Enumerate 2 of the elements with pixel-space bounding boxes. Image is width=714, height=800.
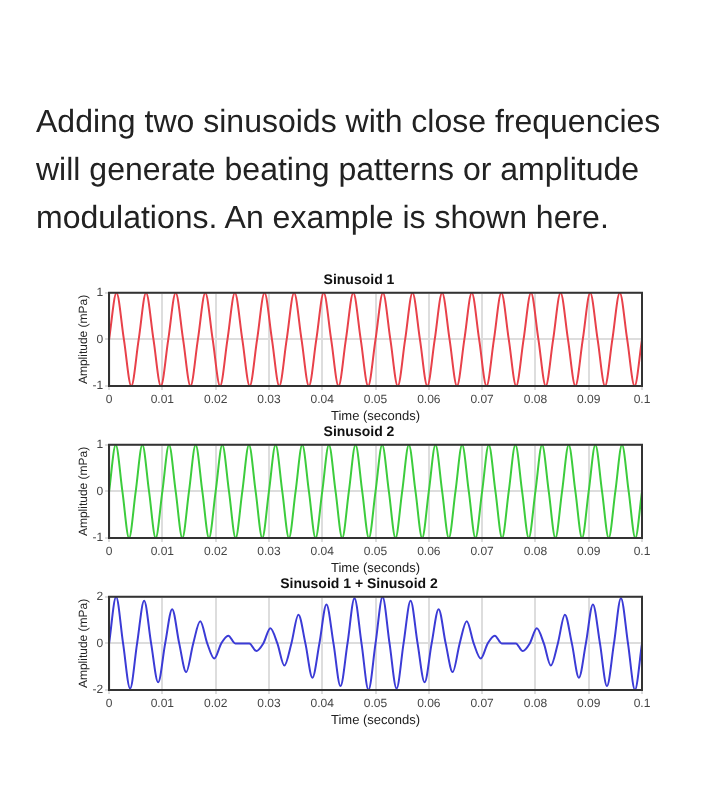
text: Adding two sinusoids with close frequencies will generate beating patterns or amplitude modulations. An example is shown here.	[36, 104, 663, 240]
line-series	[109, 596, 642, 690]
